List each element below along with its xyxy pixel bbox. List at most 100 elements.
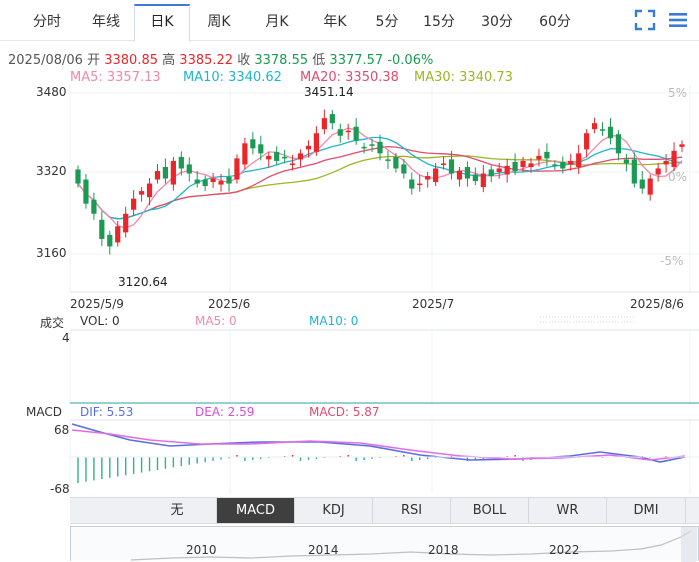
macd-dif: DIF: 5.53	[80, 405, 134, 419]
indicator-tab-none[interactable]: 无	[138, 498, 217, 523]
pct-tick-neg5: -5%	[660, 254, 684, 268]
candle-body	[401, 164, 407, 174]
volume-ma5: MA5: 0	[195, 314, 237, 328]
candle-body	[591, 123, 598, 130]
candle-body	[170, 160, 176, 185]
candle-body	[631, 159, 637, 184]
high-annotation: 3451.14	[304, 85, 354, 99]
candle-body	[393, 156, 399, 169]
candle-body	[472, 174, 478, 182]
candle-body	[433, 168, 439, 183]
navigator-year-2010: 2010	[186, 543, 217, 557]
candle-body	[194, 179, 200, 184]
candle-body	[178, 156, 184, 169]
candle-body	[234, 158, 240, 180]
low-annotation: 3120.64	[118, 275, 168, 289]
candle-body	[496, 168, 502, 172]
candle-body	[329, 114, 335, 124]
tab-weekly-k[interactable]: 周K	[207, 14, 231, 30]
candle-body	[639, 179, 645, 189]
candle-body	[282, 156, 288, 159]
quote-info: 2025/08/06 开 3380.85 高 3385.22 收 3378.55…	[8, 49, 433, 68]
indicator-tab-wr[interactable]: WR	[529, 498, 607, 523]
candle-body	[647, 178, 653, 195]
candle-body	[210, 178, 216, 183]
candle-body	[480, 173, 486, 188]
pct-tick-0: 0%	[668, 170, 688, 184]
candle-body	[655, 168, 661, 175]
candle-body	[131, 198, 137, 210]
range-navigator[interactable]: 2010 2014 2018 2022	[70, 526, 699, 562]
candle-body	[146, 183, 153, 198]
ma30-line	[77, 155, 683, 220]
macd-dea: DEA: 2.59	[195, 405, 255, 419]
candle-body	[576, 153, 582, 167]
navigator-year-2014: 2014	[308, 543, 339, 557]
navigator-sparkline	[130, 527, 697, 562]
tab-yearly-k[interactable]: 年K	[323, 14, 347, 30]
indicator-tab-boll[interactable]: BOLL	[451, 498, 529, 523]
tab-15min[interactable]: 15分	[423, 14, 455, 30]
candle-body	[154, 170, 161, 180]
candle-body	[297, 153, 304, 160]
candle-body	[528, 163, 534, 167]
tab-60min[interactable]: 60分	[539, 14, 571, 30]
open-value: 3380.85	[104, 53, 158, 68]
macd-dea-line	[71, 429, 686, 461]
ma30-legend: MA30: 3340.73	[414, 70, 513, 85]
candle-body	[417, 183, 423, 186]
tab-nianxian[interactable]: 年线	[92, 14, 120, 30]
indicator-tab-macd[interactable]: MACD	[217, 498, 295, 523]
date-tick-july: 2025/7	[412, 297, 455, 311]
tab-monthly-k[interactable]: 月K	[265, 14, 289, 30]
candle-body	[226, 177, 232, 184]
indicator-tab-rsi[interactable]: RSI	[373, 498, 451, 523]
volume-value: VOL: 0	[80, 314, 120, 328]
tab-5min[interactable]: 5分	[375, 14, 399, 30]
candle-body	[369, 144, 375, 146]
candle-body	[289, 163, 296, 165]
indicator-tab-dmi[interactable]: DMI	[607, 498, 686, 523]
candle-body	[679, 144, 685, 147]
candle-body	[440, 163, 447, 165]
candle-body	[138, 191, 145, 195]
navigator-year-2022: 2022	[549, 543, 580, 557]
price-tick-3320: 3320	[36, 164, 67, 178]
indicator-tabs: 无 MACD KDJ RSI BOLL WR DMI	[70, 497, 699, 524]
navigator-year-2018: 2018	[428, 543, 459, 557]
candle-body	[512, 161, 518, 171]
candle-body	[218, 181, 224, 185]
candle-body	[337, 129, 343, 136]
candle-body	[242, 143, 248, 165]
low-label: 低	[312, 53, 326, 68]
candle-body	[258, 144, 264, 154]
candle-body	[599, 129, 606, 131]
price-tick-3160: 3160	[36, 246, 67, 260]
ma20-legend: MA20: 3350.38	[300, 70, 399, 85]
candle-body	[250, 139, 256, 149]
open-label: 开	[87, 53, 101, 68]
tab-30min[interactable]: 30分	[481, 14, 513, 30]
macd-value: MACD: 5.87	[309, 405, 380, 419]
indicator-tab-kdj[interactable]: KDJ	[295, 498, 373, 523]
candle-body	[560, 161, 566, 169]
candle-body	[162, 166, 169, 179]
low-value: 3377.57	[329, 53, 384, 68]
candle-body	[671, 150, 677, 167]
candle-body	[83, 179, 89, 204]
kline-chart[interactable]	[0, 0, 699, 496]
quote-date: 2025/08/06	[8, 53, 83, 68]
date-tick-end: 2025/8/6	[630, 297, 684, 311]
fullscreen-icon[interactable]	[634, 9, 656, 31]
candle-body	[361, 146, 367, 149]
volume-ma10: MA10: 0	[309, 314, 359, 328]
candle-body	[75, 169, 81, 184]
date-tick-june: 2025/6	[208, 297, 251, 311]
candle-body	[663, 160, 669, 165]
menu-icon[interactable]	[668, 10, 688, 30]
high-label: 高	[162, 53, 176, 68]
macd-title: MACD	[26, 405, 62, 419]
tab-fenshi[interactable]: 分时	[33, 14, 61, 30]
candle-body	[584, 133, 590, 150]
tab-daily-k[interactable]: 日K	[134, 4, 190, 42]
